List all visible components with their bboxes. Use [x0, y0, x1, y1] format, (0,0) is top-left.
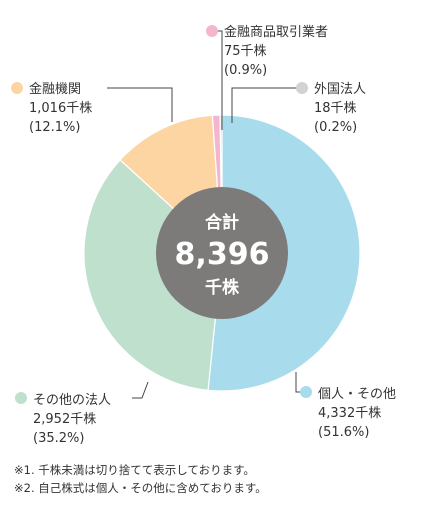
- legend-dot-securities-firms: [206, 25, 218, 37]
- slice-value-securities-firms: 75千株: [224, 44, 267, 59]
- center-total-circle: [156, 187, 288, 319]
- slice-percent-securities-firms: (0.9%): [224, 63, 267, 78]
- footnote-1: ※1. 千株未満は切り捨てて表示しております。: [14, 463, 255, 477]
- slice-name-other-corporations: その他の法人: [33, 393, 111, 408]
- slice-value-individuals: 4,332千株: [318, 406, 381, 421]
- legend-dot-individuals: [300, 386, 312, 398]
- leader-line-financial-institutions: [107, 87, 173, 122]
- center-total-unit: 千株: [205, 277, 240, 298]
- legend-dot-foreign-corporations: [296, 82, 308, 94]
- slice-percent-financial-institutions: (12.1%): [29, 120, 80, 135]
- slice-value-other-corporations: 2,952千株: [33, 412, 96, 427]
- pie-slice-other-corporations: [83, 159, 223, 391]
- slice-percent-individuals: (51.6%): [318, 425, 369, 440]
- slice-percent-other-corporations: (35.2%): [33, 431, 84, 446]
- slice-name-securities-firms: 金融商品取引業者: [224, 24, 328, 40]
- legend-dot-financial-institutions: [11, 82, 23, 94]
- slice-name-foreign-corporations: 外国法人: [314, 82, 366, 97]
- slice-value-foreign-corporations: 18千株: [314, 101, 357, 116]
- legend-dot-other-corporations: [15, 392, 27, 404]
- slice-percent-foreign-corporations: (0.2%): [314, 120, 357, 135]
- slice-value-financial-institutions: 1,016千株: [29, 101, 92, 116]
- center-total-label: 合計: [205, 212, 239, 233]
- center-total-value: 8,396: [175, 237, 270, 272]
- footnotes: ※1. 千株未満は切り捨てて表示しております。 ※2. 自己株式は個人・その他に…: [14, 461, 267, 497]
- footnote-2: ※2. 自己株式は個人・その他に含めております。: [14, 481, 267, 495]
- leader-line-other-corporations: [132, 381, 149, 399]
- slice-name-financial-institutions: 金融機関: [29, 81, 81, 97]
- slice-name-individuals: 個人・その他: [318, 387, 396, 402]
- leader-line-foreign-corporations: [231, 87, 299, 123]
